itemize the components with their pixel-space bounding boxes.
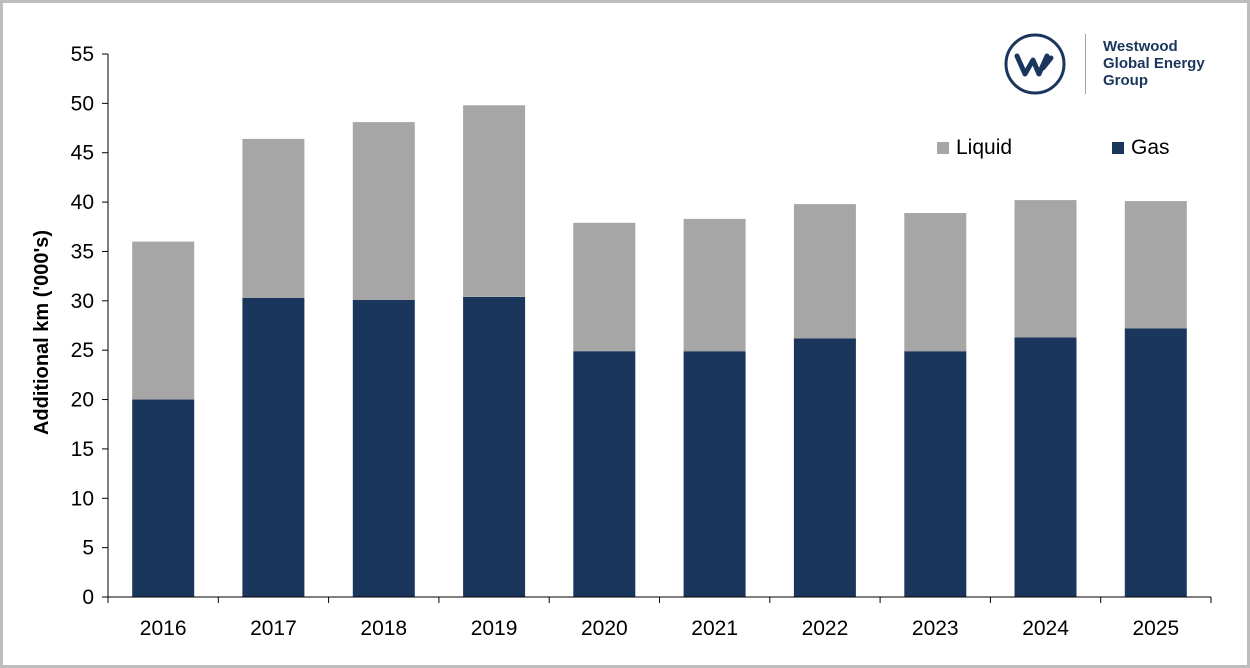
legend-swatch-gas (1112, 142, 1124, 154)
y-tick-label-30: 30 (71, 290, 94, 313)
y-tick-label-10: 10 (71, 487, 94, 510)
y-axis-label: Additional km ('000's) (31, 230, 53, 435)
legend-swatch-liquid (937, 142, 949, 154)
y-tick-label-5: 5 (82, 537, 94, 560)
bar-liquid-2016 (132, 241, 195, 400)
x-tick-label-2020: 2020 (581, 617, 628, 640)
y-tick-label-15: 15 (71, 438, 94, 461)
bar-liquid-2023 (904, 213, 967, 352)
bar-liquid-2020 (573, 222, 636, 352)
bar-gas-2018 (352, 299, 415, 597)
legend-item-liquid: Liquid (937, 136, 1012, 160)
bar-liquid-2022 (793, 204, 856, 339)
y-tick-label-45: 45 (71, 142, 94, 165)
x-tick-label-2021: 2021 (691, 617, 738, 640)
brand-name: Westwood Global Energy Group (1103, 38, 1233, 89)
y-tick-label-20: 20 (71, 389, 94, 412)
x-tick-label-2023: 2023 (912, 617, 959, 640)
bar-liquid-2025 (1124, 201, 1187, 329)
logo-divider (1085, 34, 1086, 94)
legend-label-gas: Gas (1131, 136, 1170, 159)
westwood-logo: Westwood Global Energy Group (1003, 32, 1233, 98)
y-tick-label-35: 35 (71, 240, 94, 263)
x-tick-label-2017: 2017 (250, 617, 297, 640)
bar-gas-2017 (242, 297, 305, 597)
x-tick-label-2019: 2019 (471, 617, 518, 640)
bar-gas-2020 (573, 351, 636, 597)
brand-line-1: Westwood (1103, 38, 1178, 55)
bar-liquid-2024 (1014, 200, 1077, 338)
y-tick-label-25: 25 (71, 339, 94, 362)
bar-liquid-2017 (242, 138, 305, 298)
brand-line-3: Group (1103, 72, 1148, 89)
bar-gas-2024 (1014, 337, 1077, 597)
x-tick-label-2025: 2025 (1132, 617, 1179, 640)
bar-gas-2019 (463, 296, 526, 597)
legend-label-liquid: Liquid (956, 136, 1013, 159)
x-tick-label-2024: 2024 (1022, 617, 1069, 640)
bar-gas-2016 (132, 399, 195, 597)
x-tick-label-2018: 2018 (360, 617, 407, 640)
brand-line-2: Global Energy (1103, 55, 1205, 72)
bar-gas-2023 (904, 351, 967, 597)
bar-gas-2021 (683, 351, 746, 597)
bar-gas-2022 (793, 338, 856, 597)
x-tick-label-2016: 2016 (140, 617, 187, 640)
bar-liquid-2018 (352, 122, 415, 300)
bar-liquid-2019 (463, 105, 526, 297)
y-tick-label-50: 50 (71, 92, 94, 115)
y-tick-label-55: 55 (71, 43, 94, 66)
bar-gas-2025 (1124, 328, 1187, 597)
x-tick-label-2022: 2022 (802, 617, 849, 640)
y-tick-label-40: 40 (71, 191, 94, 214)
y-tick-label-0: 0 (82, 586, 94, 609)
legend-item-gas: Gas (1112, 136, 1170, 160)
bar-liquid-2021 (683, 218, 746, 352)
westwood-monogram-icon (1004, 33, 1066, 95)
